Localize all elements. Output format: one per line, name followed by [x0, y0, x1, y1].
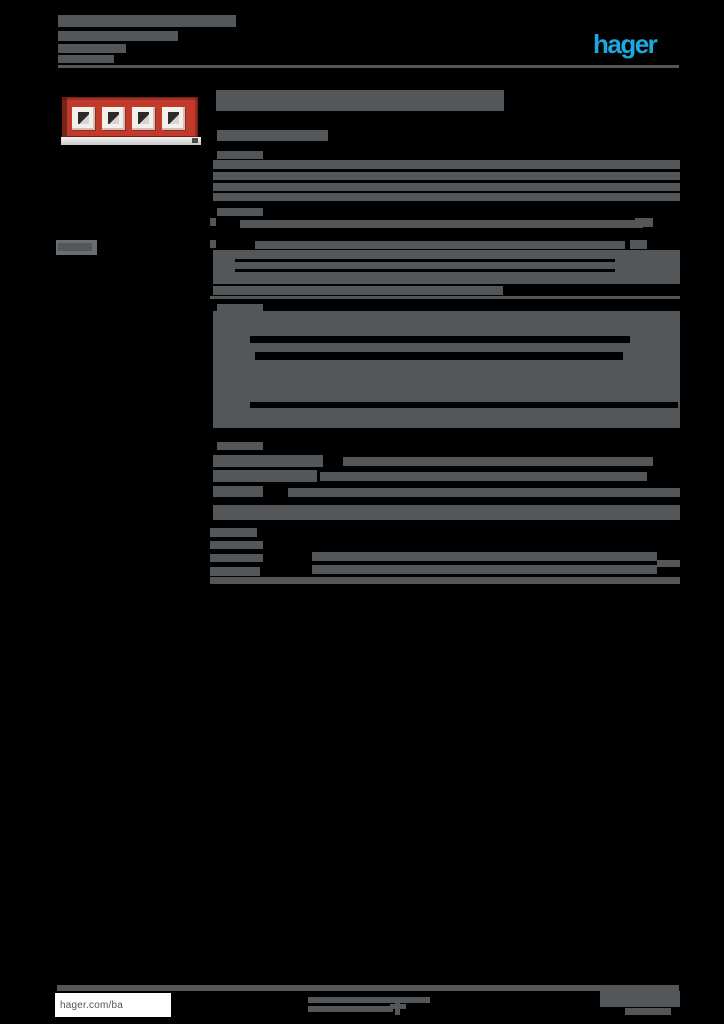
redacted-text-bar	[210, 541, 263, 549]
redacted-text-bar	[210, 218, 216, 226]
redacted-text-bar	[213, 505, 680, 520]
redacted-footer-text-bar	[390, 1004, 406, 1009]
redacted-text-bar	[240, 220, 643, 228]
socket-opening-icon	[138, 112, 149, 124]
website-link-box: hager.com/ba	[55, 993, 171, 1017]
redacted-text-bar	[213, 470, 317, 482]
redacted-text-bar	[343, 457, 653, 466]
redacted-text-bar	[210, 567, 260, 576]
redacted-text-bar	[217, 208, 263, 216]
product-photo-body	[62, 97, 198, 137]
redacted-footer-text-bar	[625, 1008, 671, 1015]
socket-window	[102, 107, 125, 130]
redacted-footer-text-bar	[308, 1006, 393, 1012]
redacted-text-bar	[217, 304, 263, 312]
footer-divider-bar	[57, 985, 679, 991]
redacted-header-text-bar	[58, 31, 178, 41]
socket-opening-icon	[108, 112, 119, 124]
redacted-text-bar	[213, 250, 680, 284]
redacted-header-text-bar	[58, 55, 114, 63]
redacted-text-bar	[255, 241, 625, 249]
redacted-text-bar	[213, 172, 680, 180]
socket-window	[132, 107, 155, 130]
redacted-image-caption-bar	[58, 243, 92, 251]
redacted-text-bar	[213, 286, 503, 295]
redacted-text-bar	[210, 554, 263, 562]
redacted-text-bar	[213, 486, 263, 497]
redacted-text-bar	[213, 183, 680, 191]
redacted-header-text-bar	[58, 15, 236, 27]
redacted-text-bar	[312, 565, 657, 574]
redacted-text-bar	[210, 577, 680, 584]
redacted-text-bar	[213, 311, 680, 428]
redacted-text-bar	[217, 151, 263, 159]
redacted-page-title-bar	[216, 90, 504, 111]
socket-opening-icon	[78, 112, 89, 124]
redacted-text-bar	[288, 488, 680, 497]
redacted-footer-text-bar	[600, 991, 680, 1007]
redacted-header-text-bar	[58, 44, 126, 53]
redacted-text-bar	[255, 352, 623, 360]
socket-opening-icon	[168, 112, 179, 124]
redacted-text-bar	[630, 240, 647, 249]
redacted-text-bar	[235, 269, 615, 272]
redacted-text-bar	[210, 528, 248, 537]
redacted-text-bar	[235, 259, 615, 262]
redacted-text-bar	[657, 560, 680, 567]
redacted-text-bar	[320, 472, 647, 481]
redacted-text-bar	[210, 296, 680, 299]
redacted-text-bar	[250, 402, 678, 408]
redacted-text-bar	[635, 218, 653, 227]
redacted-text-bar	[312, 552, 657, 561]
hager-logo: hager	[593, 29, 658, 59]
socket-window	[162, 107, 185, 130]
redacted-text-bar	[213, 160, 680, 169]
website-label: hager.com/ba	[60, 999, 123, 1011]
redacted-text-bar	[250, 336, 630, 343]
redacted-footer-text-bar	[308, 997, 430, 1003]
header-divider-bar	[58, 65, 679, 68]
product-image-4gang-socket	[61, 97, 202, 147]
product-photo-base	[61, 137, 201, 145]
redacted-text-bar	[210, 240, 216, 248]
redacted-text-bar	[217, 130, 328, 141]
redacted-text-bar	[217, 442, 263, 450]
product-photo-notch	[192, 138, 198, 143]
redacted-text-bar	[248, 528, 257, 537]
socket-window	[72, 107, 95, 130]
redacted-text-bar	[213, 455, 323, 467]
redacted-text-bar	[213, 193, 680, 201]
